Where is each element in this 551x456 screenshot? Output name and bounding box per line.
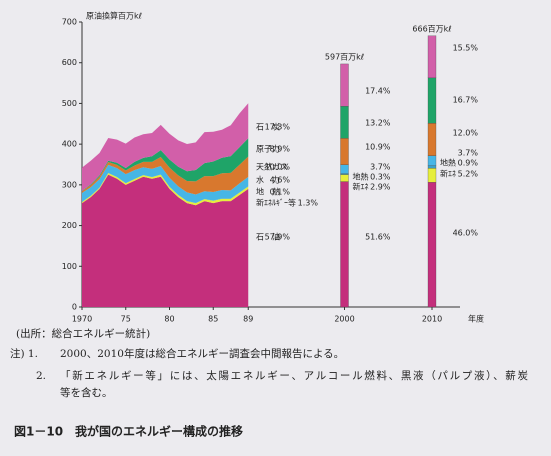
note: 2000、2010年度は総合エネルギー調査会中間報告による。 <box>60 347 344 360</box>
x-tick-label: 80 <box>164 315 174 324</box>
bar-segment <box>340 181 349 308</box>
legend-label: 原子力 <box>256 144 280 154</box>
share-label: 10.9% <box>365 143 391 152</box>
x-unit: 年度 <box>468 314 484 324</box>
segment-name: 新ｴﾈ <box>440 169 456 179</box>
bar-segment <box>427 123 437 156</box>
y-tick-label: 100 <box>62 262 77 271</box>
share-label: 17.4% <box>365 87 391 96</box>
share-label: 13.2% <box>365 119 391 128</box>
legend-label: 水 力 <box>256 175 280 185</box>
share-label: 17.3% <box>265 123 291 132</box>
share-label: 3.7% <box>370 163 391 172</box>
source: (出所：総合エネルギー統計) <box>16 327 150 340</box>
share-label: 5.2% <box>458 170 479 179</box>
share-label: 10.0% <box>265 163 291 172</box>
x-tick-label: 75 <box>121 315 131 324</box>
legend-label: 地 熱 <box>256 187 280 197</box>
share-label: 1.3% <box>298 199 319 208</box>
bar-total: 597百万kℓ <box>325 52 364 61</box>
y-tick-label: 700 <box>62 18 77 27</box>
share-label: 46.0% <box>453 229 479 238</box>
share-label: 2.9% <box>370 183 391 192</box>
share-label: 0.3% <box>370 173 391 182</box>
segment-name: 地熱 <box>353 172 369 182</box>
area <box>82 138 249 192</box>
x-tick-label: 85 <box>208 315 218 324</box>
area <box>82 164 249 204</box>
note-mark: 2. <box>36 370 46 382</box>
share-label: 57.9% <box>265 233 291 242</box>
x-tick-label: 2000 <box>334 315 354 324</box>
y-tick-label: 200 <box>62 221 77 230</box>
bar-segment <box>427 155 437 166</box>
bar-segment <box>427 35 437 79</box>
share-label: 3.7% <box>458 149 479 158</box>
share-label: 16.7% <box>453 96 479 105</box>
segment-name: 新ｴﾈ <box>353 182 369 192</box>
note: 「新エネルギー等」には、太陽エネルギー、アルコール燃料、黒液（パルプ液）、薪炭 <box>60 369 529 382</box>
area <box>82 156 249 195</box>
note: 等を含む。 <box>60 386 113 399</box>
bar-segment <box>340 164 349 174</box>
bar-segment <box>427 168 437 183</box>
legend-label: 石 油 <box>256 232 280 242</box>
share-label: 51.6% <box>365 233 391 242</box>
y-tick-label: 300 <box>62 180 77 189</box>
y-tick-label: 600 <box>62 58 77 67</box>
y-tick-label: 0 <box>72 303 77 312</box>
bar-total: 666百万kℓ <box>412 24 451 33</box>
note-mark: 注) 1. <box>10 347 38 360</box>
share-label: 15.5% <box>453 44 479 53</box>
bar-segment <box>427 77 437 124</box>
y-tick-label: 500 <box>62 99 77 108</box>
x-tick-label: 89 <box>243 315 253 324</box>
segment-name: 地熱 <box>440 158 456 168</box>
area <box>82 174 249 307</box>
area <box>82 103 249 191</box>
bar-segment <box>340 63 349 107</box>
bar-segment <box>340 174 349 182</box>
legend-label: 石 炭 <box>256 123 280 132</box>
legend-label: 新ｴﾈﾙｷﾞｰ等 <box>256 198 296 208</box>
x-tick-label: 2010 <box>422 315 442 324</box>
caption: 図1－10 我が国のエネルギー構成の推移 <box>14 424 243 439</box>
bar-segment <box>427 165 437 169</box>
share-label: 12.0% <box>453 129 479 138</box>
share-label: 0.9% <box>458 159 479 168</box>
bar-segment <box>427 182 437 308</box>
y-tick-label: 400 <box>62 140 77 149</box>
y-axis-label: 原油換算百万kℓ <box>86 11 142 21</box>
share-label: 8.9% <box>270 145 291 154</box>
legend-label: 天然ガス <box>256 162 288 172</box>
bar-segment <box>340 138 349 165</box>
x-tick-label: 1970 <box>72 315 92 324</box>
share-label: 0.1% <box>270 188 291 197</box>
bar-segment <box>340 106 349 139</box>
share-label: 4.6% <box>270 176 291 185</box>
